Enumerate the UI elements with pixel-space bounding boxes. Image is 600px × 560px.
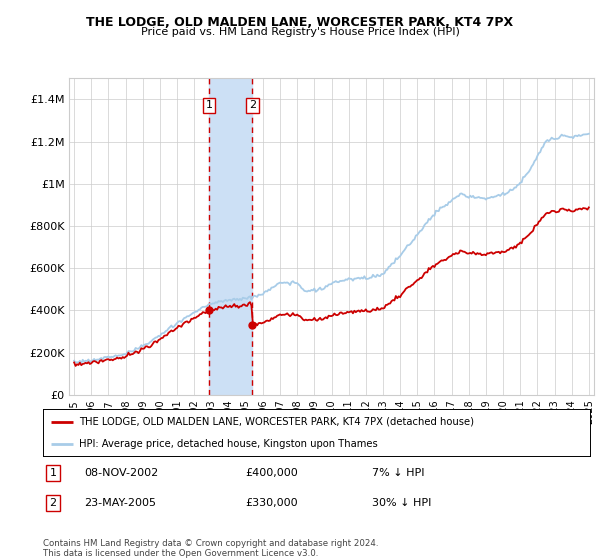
Text: HPI: Average price, detached house, Kingston upon Thames: HPI: Average price, detached house, King… [79, 438, 377, 449]
Text: 7% ↓ HPI: 7% ↓ HPI [371, 468, 424, 478]
Text: THE LODGE, OLD MALDEN LANE, WORCESTER PARK, KT4 7PX: THE LODGE, OLD MALDEN LANE, WORCESTER PA… [86, 16, 514, 29]
Text: 2: 2 [49, 498, 56, 508]
Text: 23-MAY-2005: 23-MAY-2005 [84, 498, 156, 508]
Text: £330,000: £330,000 [245, 498, 298, 508]
Text: 2: 2 [249, 100, 256, 110]
Text: THE LODGE, OLD MALDEN LANE, WORCESTER PARK, KT4 7PX (detached house): THE LODGE, OLD MALDEN LANE, WORCESTER PA… [79, 417, 474, 427]
Bar [209, 78, 253, 395]
Text: Contains HM Land Registry data © Crown copyright and database right 2024.
This d: Contains HM Land Registry data © Crown c… [43, 539, 379, 558]
Text: 1: 1 [50, 468, 56, 478]
Text: 30% ↓ HPI: 30% ↓ HPI [371, 498, 431, 508]
Text: 08-NOV-2002: 08-NOV-2002 [84, 468, 158, 478]
Text: Price paid vs. HM Land Registry's House Price Index (HPI): Price paid vs. HM Land Registry's House … [140, 27, 460, 37]
Text: 1: 1 [205, 100, 212, 110]
Text: £400,000: £400,000 [245, 468, 298, 478]
